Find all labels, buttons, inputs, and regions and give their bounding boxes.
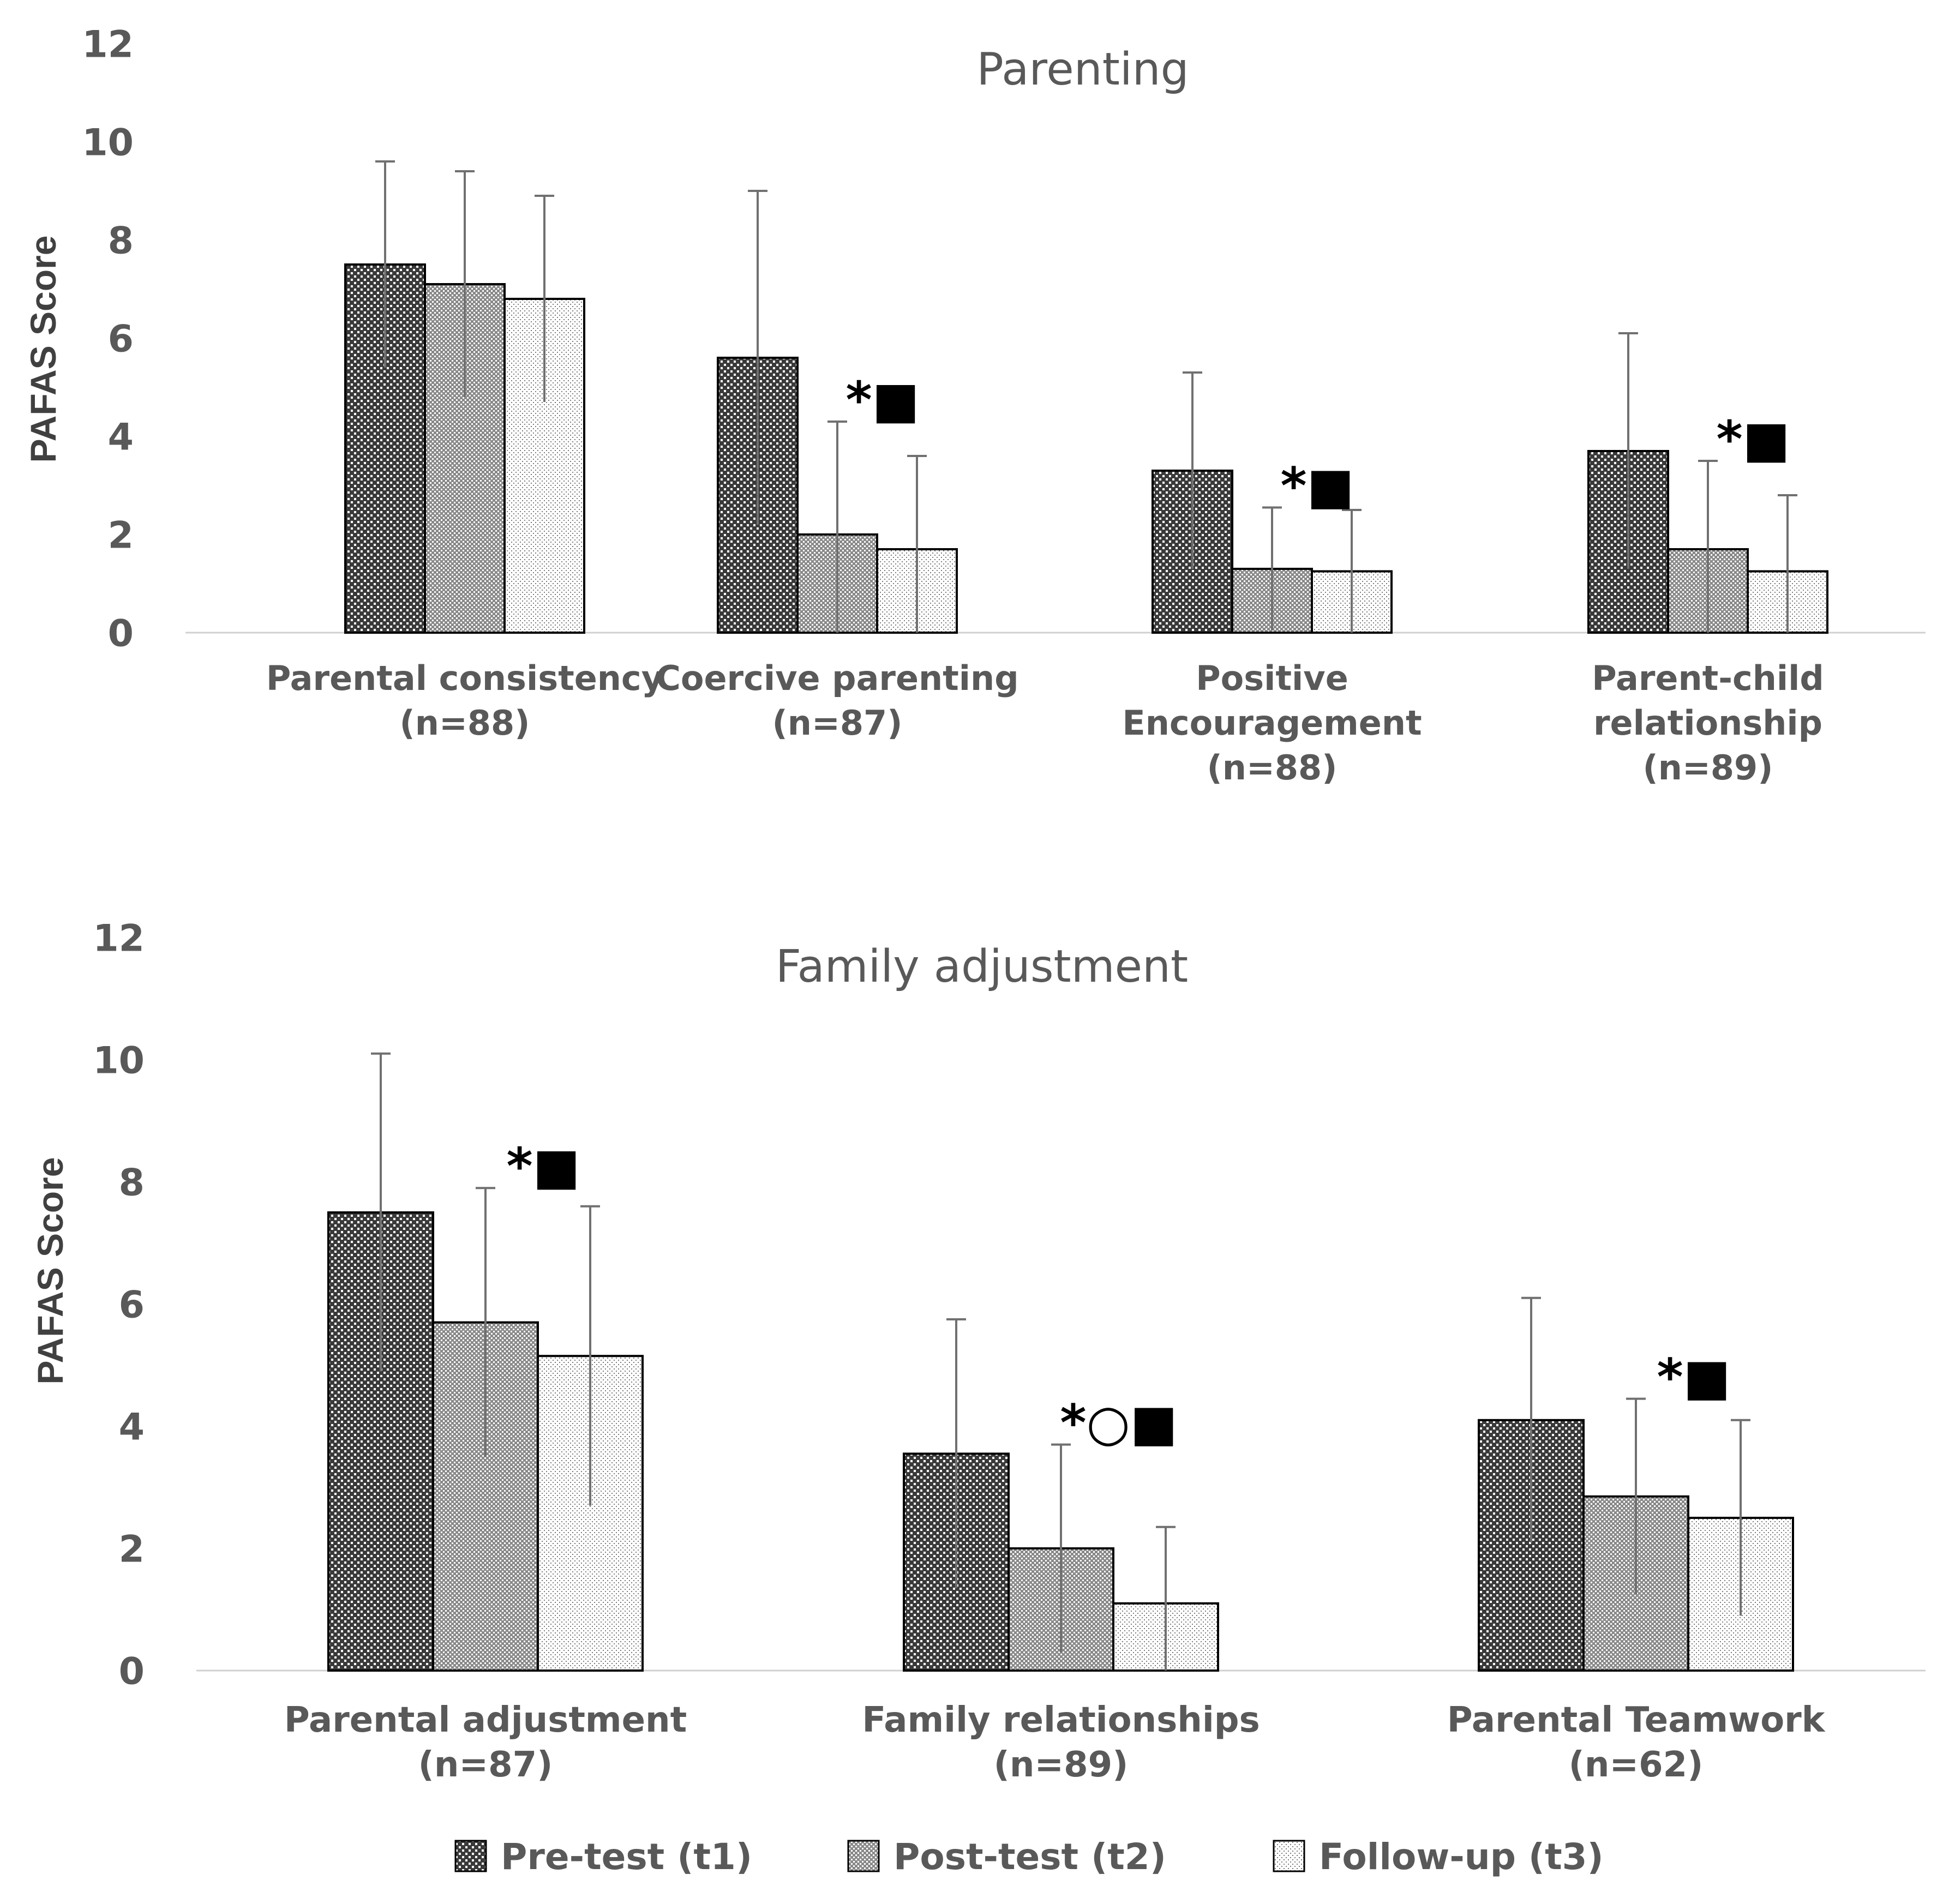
x-tick-label: Parental adjustment [284,1700,687,1740]
x-tick-label: relationship [1593,703,1822,743]
x-tick-label: (n=62) [1569,1745,1704,1785]
chart-title: Family adjustment [776,941,1188,993]
significance-marker: *■ [845,371,919,429]
y-tick-label: 10 [93,1039,145,1082]
x-tick-label: Parental Teamwork [1447,1700,1826,1740]
significance-marker: *■ [1280,457,1354,515]
legend: Pre-test (t1) Post-test (t2) Follow-up (… [454,1836,1604,1878]
panel-parenting: Parenting PAFAS Score 0 2 4 6 8 10 12 Parental co… [23,23,1926,788]
x-tick-label: (n=89) [1642,748,1773,788]
legend-label-post-test: Post-test (t2) [893,1836,1166,1878]
x-tick-label: Parent-child [1592,658,1824,698]
bar-post-test-t2 [432,1321,539,1672]
y-tick-label: 6 [119,1283,145,1326]
legend-swatch-pre-test [454,1840,487,1872]
y-axis-label: PAFAS Score [30,1157,70,1385]
y-tick-label: 8 [119,1161,145,1204]
panel-family-adjustment: Family adjustment PAFAS Score 0 2 4 6 8 10 12 Par… [30,917,1926,1785]
y-tick-label: 2 [108,514,134,557]
y-tick-label: 4 [108,416,134,459]
y-tick-label: 6 [108,317,134,361]
y-tick-label: 12 [93,917,145,960]
x-tick-label: (n=88) [1207,748,1337,788]
y-tick-label: 0 [119,1650,145,1693]
chart-title: Parenting [976,44,1189,95]
significance-marker: *■ [1657,1348,1730,1407]
x-tick-label: Encouragement [1122,703,1422,743]
x-tick-label: (n=88) [399,703,530,743]
legend-label-pre-test: Pre-test (t1) [501,1836,752,1878]
significance-marker: *○■ [1060,1394,1177,1452]
y-tick-label: 12 [82,23,134,66]
x-tick-label: (n=89) [994,1745,1129,1785]
x-tick-label: (n=87) [772,703,902,743]
x-tick-label: Coercive parenting [656,658,1018,698]
y-tick-label: 4 [119,1406,145,1449]
x-tick-label: Family relationships [862,1700,1260,1740]
legend-swatch-follow-up [1273,1840,1305,1872]
y-tick-label: 8 [108,219,134,262]
y-axis-label: PAFAS Score [23,236,63,463]
significance-marker: *■ [506,1137,580,1196]
y-tick-label: 10 [82,121,134,164]
x-tick-label: Positive [1196,658,1348,698]
y-tick-label: 0 [108,612,134,655]
legend-swatch-post-test [847,1840,880,1872]
significance-marker: *■ [1716,410,1790,469]
x-tick-label: Parental consistency [266,658,663,698]
x-tick-label: (n=87) [418,1745,553,1785]
y-tick-label: 2 [119,1528,145,1571]
legend-label-follow-up: Follow-up (t3) [1319,1836,1604,1878]
